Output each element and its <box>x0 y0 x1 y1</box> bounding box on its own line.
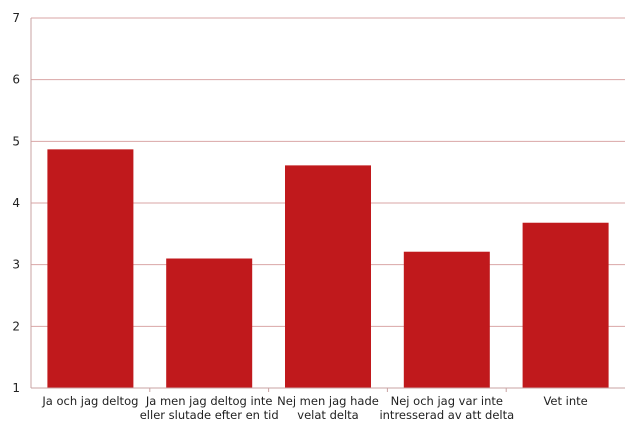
x-category-labels: Ja och jag deltog Ja men jag deltog inte e… <box>41 394 587 422</box>
y-tick-label: 4 <box>12 196 20 210</box>
bar <box>522 222 609 388</box>
y-tick-label: 1 <box>12 381 20 395</box>
y-tick-label: 6 <box>12 73 20 87</box>
bars <box>47 149 609 388</box>
y-tick-label: 7 <box>12 11 20 25</box>
x-category-label: Ja men jag deltog inte eller slutade efte… <box>140 394 279 422</box>
y-tick-label: 3 <box>12 258 20 272</box>
x-category-label: Vet inte <box>543 394 587 408</box>
bar <box>285 165 371 388</box>
y-tick-labels: 1 2 3 4 5 6 7 <box>12 11 20 395</box>
bar <box>403 251 490 388</box>
axes <box>30 18 625 392</box>
x-category-label: Nej och jag var inte intresserad av att d… <box>379 394 514 422</box>
x-category-label: Ja och jag deltog <box>41 394 138 408</box>
bar <box>166 258 253 388</box>
bar <box>47 149 134 388</box>
x-category-label: Nej men jag hade velat delta <box>277 394 379 422</box>
y-tick-label: 2 <box>12 319 20 333</box>
y-tick-label: 5 <box>12 134 20 148</box>
